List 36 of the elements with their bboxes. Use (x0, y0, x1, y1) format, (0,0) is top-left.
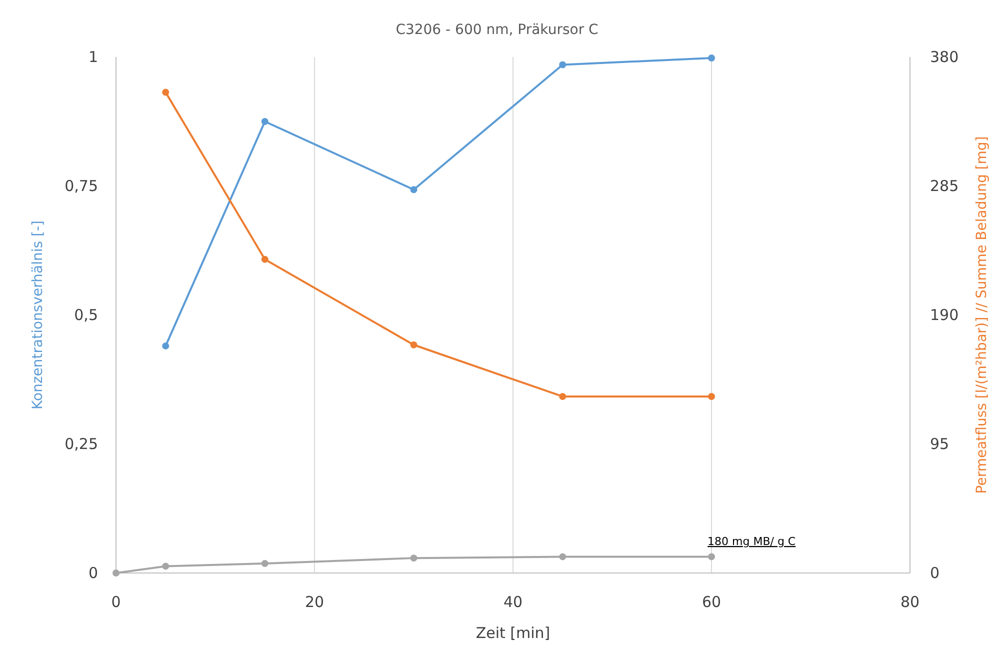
y2-tick-label: 95 (930, 435, 950, 453)
point (162, 342, 170, 350)
point (112, 570, 120, 576)
chart-title: C3206 - 600 nm, Präkursor C (396, 22, 599, 38)
y-tick-label: 0,5 (74, 306, 98, 324)
y2-tick-label: 190 (930, 306, 959, 324)
point (162, 88, 170, 96)
point (559, 61, 566, 68)
y2-tick-label: 380 (930, 48, 959, 66)
x-tick-label: 20 (304, 593, 324, 611)
point (708, 553, 715, 560)
y-tick-label: 1 (88, 48, 98, 66)
y-axis-title: Konzentrationsverhälnis [-] (30, 220, 46, 410)
y2-tick-label: 285 (930, 177, 959, 195)
y-tick-label: 0 (88, 564, 98, 582)
y2-tick-label: 0 (930, 564, 940, 582)
x-axis-title: Zeit [min] (476, 624, 550, 642)
y-tick-label: 0,75 (64, 177, 98, 195)
y2-axis-title: Permeatfluss [l/(m²hbar)] // Summe Beladung [mg] (974, 136, 990, 494)
point (410, 341, 418, 348)
point (162, 562, 170, 570)
x-tick-label: 0 (111, 593, 121, 611)
point (261, 118, 268, 125)
point (559, 553, 566, 560)
annotation: 180 mg MB/ g C (708, 535, 796, 548)
point (261, 560, 268, 567)
x-tick-label: 80 (900, 593, 920, 611)
point (708, 392, 715, 400)
point (559, 392, 566, 400)
point (410, 554, 418, 562)
y-tick-label: 0,25 (64, 435, 98, 453)
x-tick-label: 40 (503, 593, 523, 611)
point (708, 54, 715, 62)
point (261, 256, 268, 263)
x-tick-label: 60 (702, 593, 722, 611)
point (410, 186, 418, 194)
